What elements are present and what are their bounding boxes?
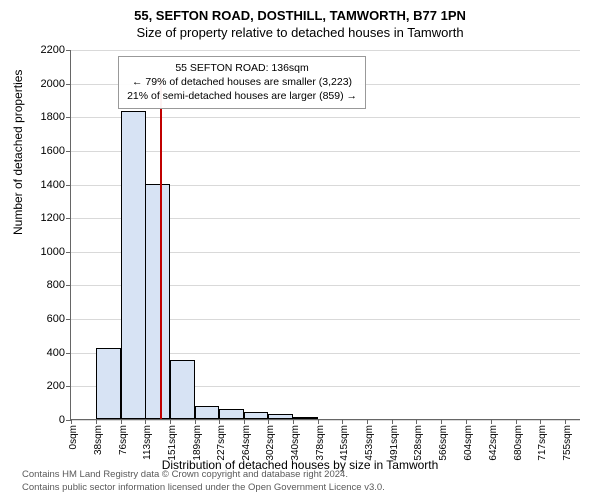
y-tick-label: 1200 xyxy=(41,212,71,224)
gridline xyxy=(71,50,580,51)
annotation-line: ← 79% of detached houses are smaller (3,… xyxy=(127,75,357,89)
x-tick-label: 491sqm xyxy=(389,425,400,461)
y-tick-label: 1800 xyxy=(41,111,71,123)
footer-line-2: Contains public sector information licen… xyxy=(22,482,385,494)
x-tick-label: 227sqm xyxy=(216,425,227,461)
y-tick-label: 1400 xyxy=(41,179,71,191)
x-tick-label: 528sqm xyxy=(413,425,424,461)
histogram-bar xyxy=(96,348,121,419)
reference-line xyxy=(160,78,162,419)
x-tick-mark xyxy=(71,419,72,424)
title-block: 55, SEFTON ROAD, DOSTHILL, TAMWORTH, B77… xyxy=(0,0,600,40)
x-tick-mark xyxy=(367,419,368,424)
plot-region: 0200400600800100012001400160018002000220… xyxy=(70,50,580,420)
page-title: 55, SEFTON ROAD, DOSTHILL, TAMWORTH, B77… xyxy=(0,8,600,23)
x-tick-mark xyxy=(466,419,467,424)
x-tick-label: 151sqm xyxy=(167,425,178,461)
y-tick-label: 400 xyxy=(47,347,71,359)
x-tick-label: 642sqm xyxy=(488,425,499,461)
x-tick-label: 415sqm xyxy=(339,425,350,461)
annotation-box: 55 SEFTON ROAD: 136sqm← 79% of detached … xyxy=(118,56,366,109)
y-tick-label: 2200 xyxy=(41,44,71,56)
annotation-line: 55 SEFTON ROAD: 136sqm xyxy=(127,61,357,75)
x-tick-label: 717sqm xyxy=(537,425,548,461)
x-tick-mark xyxy=(516,419,517,424)
x-tick-label: 76sqm xyxy=(118,425,129,455)
x-tick-label: 378sqm xyxy=(315,425,326,461)
y-tick-label: 1000 xyxy=(41,246,71,258)
x-tick-mark xyxy=(416,419,417,424)
chart-area: 0200400600800100012001400160018002000220… xyxy=(70,50,580,420)
x-tick-mark xyxy=(244,419,245,424)
y-tick-label: 800 xyxy=(47,279,71,291)
x-tick-mark xyxy=(293,419,294,424)
x-tick-label: 755sqm xyxy=(562,425,573,461)
x-tick-mark xyxy=(145,419,146,424)
x-tick-label: 189sqm xyxy=(192,425,203,461)
x-tick-mark xyxy=(268,419,269,424)
x-tick-mark xyxy=(318,419,319,424)
x-tick-label: 264sqm xyxy=(241,425,252,461)
page-subtitle: Size of property relative to detached ho… xyxy=(0,25,600,40)
footer-attribution: Contains HM Land Registry data © Crown c… xyxy=(22,469,385,494)
x-tick-mark xyxy=(392,419,393,424)
x-tick-mark xyxy=(342,419,343,424)
footer-line-1: Contains HM Land Registry data © Crown c… xyxy=(22,469,385,481)
histogram-bar xyxy=(293,417,318,419)
x-tick-label: 604sqm xyxy=(463,425,474,461)
histogram-bar xyxy=(121,111,146,419)
x-tick-label: 38sqm xyxy=(93,425,104,455)
histogram-bar xyxy=(219,409,244,419)
x-tick-label: 0sqm xyxy=(68,425,79,449)
x-tick-mark xyxy=(565,419,566,424)
x-tick-mark xyxy=(96,419,97,424)
x-tick-label: 453sqm xyxy=(364,425,375,461)
x-tick-label: 113sqm xyxy=(142,425,153,460)
x-tick-mark xyxy=(441,419,442,424)
y-tick-label: 200 xyxy=(47,380,71,392)
y-tick-label: 2000 xyxy=(41,78,71,90)
x-tick-label: 566sqm xyxy=(438,425,449,461)
x-tick-label: 340sqm xyxy=(290,425,301,461)
x-tick-mark xyxy=(121,419,122,424)
gridline xyxy=(71,151,580,152)
histogram-bar xyxy=(145,184,170,419)
x-tick-mark xyxy=(540,419,541,424)
x-tick-mark xyxy=(195,419,196,424)
x-tick-mark xyxy=(491,419,492,424)
x-tick-label: 680sqm xyxy=(513,425,524,461)
x-tick-label: 302sqm xyxy=(265,425,276,461)
histogram-bar xyxy=(268,414,293,419)
histogram-bar xyxy=(195,406,220,419)
histogram-bar xyxy=(244,412,269,419)
gridline xyxy=(71,420,580,421)
x-tick-mark xyxy=(170,419,171,424)
y-tick-label: 600 xyxy=(47,313,71,325)
y-tick-label: 1600 xyxy=(41,145,71,157)
annotation-line: 21% of semi-detached houses are larger (… xyxy=(127,89,357,103)
histogram-bar xyxy=(170,360,195,419)
gridline xyxy=(71,117,580,118)
y-axis-label: Number of detached properties xyxy=(11,70,25,235)
x-tick-mark xyxy=(219,419,220,424)
